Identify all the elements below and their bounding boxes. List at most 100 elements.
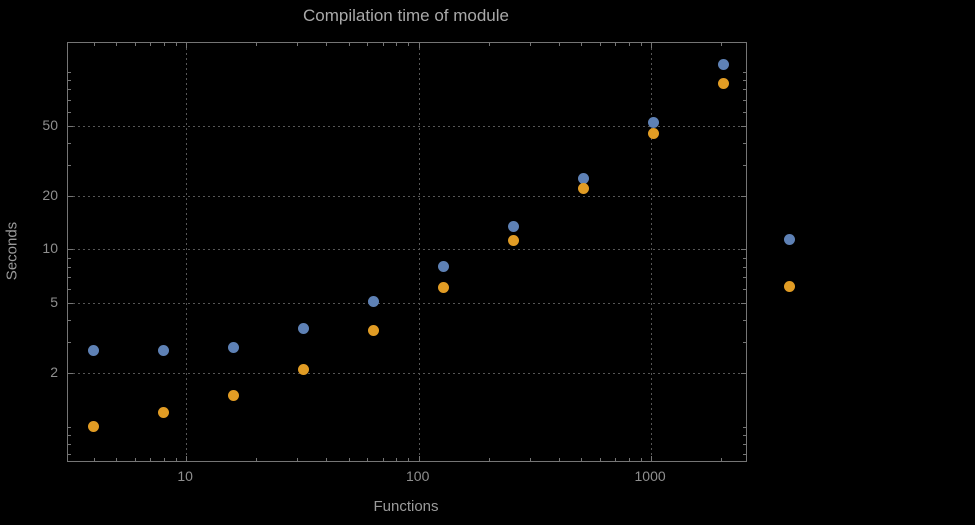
tick-left [68, 434, 71, 436]
tick-left [68, 454, 71, 456]
tick-left [68, 426, 71, 428]
series-orange-point [228, 389, 240, 401]
y-tick-label: 5 [50, 293, 58, 310]
gridline-horizontal [68, 302, 746, 304]
tick-right [743, 454, 746, 456]
tick-right [743, 111, 746, 113]
tick-top [256, 43, 258, 46]
tick-bottom [721, 458, 723, 461]
tick-top [163, 43, 165, 46]
x-tick-label: 100 [406, 468, 430, 484]
tick-top [408, 43, 409, 46]
series-blue-point [508, 220, 520, 232]
tick-left [68, 111, 71, 113]
tick-bottom [581, 458, 583, 461]
tick-top [599, 43, 601, 46]
tick-left [68, 142, 71, 144]
tick-top [382, 43, 384, 46]
series-blue-point [298, 322, 310, 334]
tick-top [186, 43, 188, 48]
tick-bottom [326, 458, 328, 461]
tick-bottom [488, 458, 490, 461]
tick-top [396, 43, 398, 46]
tick-top [348, 43, 350, 46]
y-tick-label: 2 [50, 364, 58, 381]
tick-bottom [134, 458, 136, 461]
series-orange-point [438, 281, 450, 293]
series-blue-point [228, 341, 240, 353]
series-orange-point [718, 78, 729, 90]
tick-right [741, 125, 746, 127]
tick-left [68, 288, 71, 290]
tick-left [68, 164, 71, 166]
tick-right [743, 342, 746, 344]
series-orange-point [648, 128, 659, 140]
tick-left [68, 80, 71, 82]
tick-top [651, 43, 653, 48]
tick-left [68, 373, 73, 375]
plot-area [67, 42, 747, 462]
series-orange-point [578, 183, 589, 195]
tick-left [68, 443, 71, 445]
series-orange-point [368, 324, 380, 336]
tick-bottom [116, 458, 118, 461]
tick-top [488, 43, 490, 46]
series-blue-point [718, 59, 729, 71]
gridline-horizontal [68, 196, 746, 197]
tick-top [628, 43, 630, 46]
tick-right [743, 89, 746, 91]
tick-left [68, 72, 71, 74]
tick-right [743, 72, 746, 74]
tick-bottom [367, 458, 369, 461]
tick-bottom [529, 458, 531, 461]
series-blue-point [158, 344, 170, 356]
tick-right [743, 443, 746, 445]
tick-left [68, 276, 71, 278]
tick-right [743, 426, 746, 428]
y-tick-label: 50 [42, 116, 58, 133]
series-blue-point [648, 117, 659, 128]
x-axis-title: Functions [373, 498, 439, 515]
tick-bottom [615, 458, 617, 461]
tick-left [68, 257, 71, 259]
tick-bottom [558, 458, 560, 461]
tick-left [68, 302, 73, 304]
tick-bottom [408, 458, 409, 461]
gridline-horizontal [68, 373, 746, 375]
tick-left [68, 266, 71, 268]
series-blue-legend-marker [784, 234, 795, 245]
tick-bottom [628, 458, 630, 461]
tick-left [68, 342, 71, 344]
tick-left [68, 99, 71, 101]
series-orange-legend-marker [784, 281, 795, 292]
tick-right [743, 266, 746, 268]
tick-right [743, 276, 746, 278]
tick-right [743, 164, 746, 166]
tick-right [743, 257, 746, 259]
series-orange-point [298, 364, 310, 375]
y-tick-label: 10 [42, 240, 58, 257]
tick-bottom [418, 456, 420, 461]
series-blue-point [368, 295, 380, 307]
tick-bottom [297, 458, 299, 461]
tick-top [615, 43, 617, 46]
legend [784, 234, 795, 292]
tick-left [68, 319, 71, 321]
tick-bottom [163, 458, 165, 461]
tick-top [558, 43, 560, 46]
tick-right [741, 302, 746, 304]
tick-top [529, 43, 531, 46]
tick-bottom [150, 458, 152, 461]
series-orange-point [88, 421, 100, 433]
tick-top [93, 43, 95, 46]
tick-right [743, 288, 746, 290]
series-blue-point [438, 261, 450, 273]
y-tick-label: 20 [42, 187, 58, 203]
tick-bottom [348, 458, 350, 461]
series-orange-point [158, 407, 170, 419]
tick-bottom [382, 458, 384, 461]
tick-right [743, 142, 746, 144]
series-blue-point [578, 173, 589, 185]
x-tick-label: 10 [177, 468, 193, 484]
